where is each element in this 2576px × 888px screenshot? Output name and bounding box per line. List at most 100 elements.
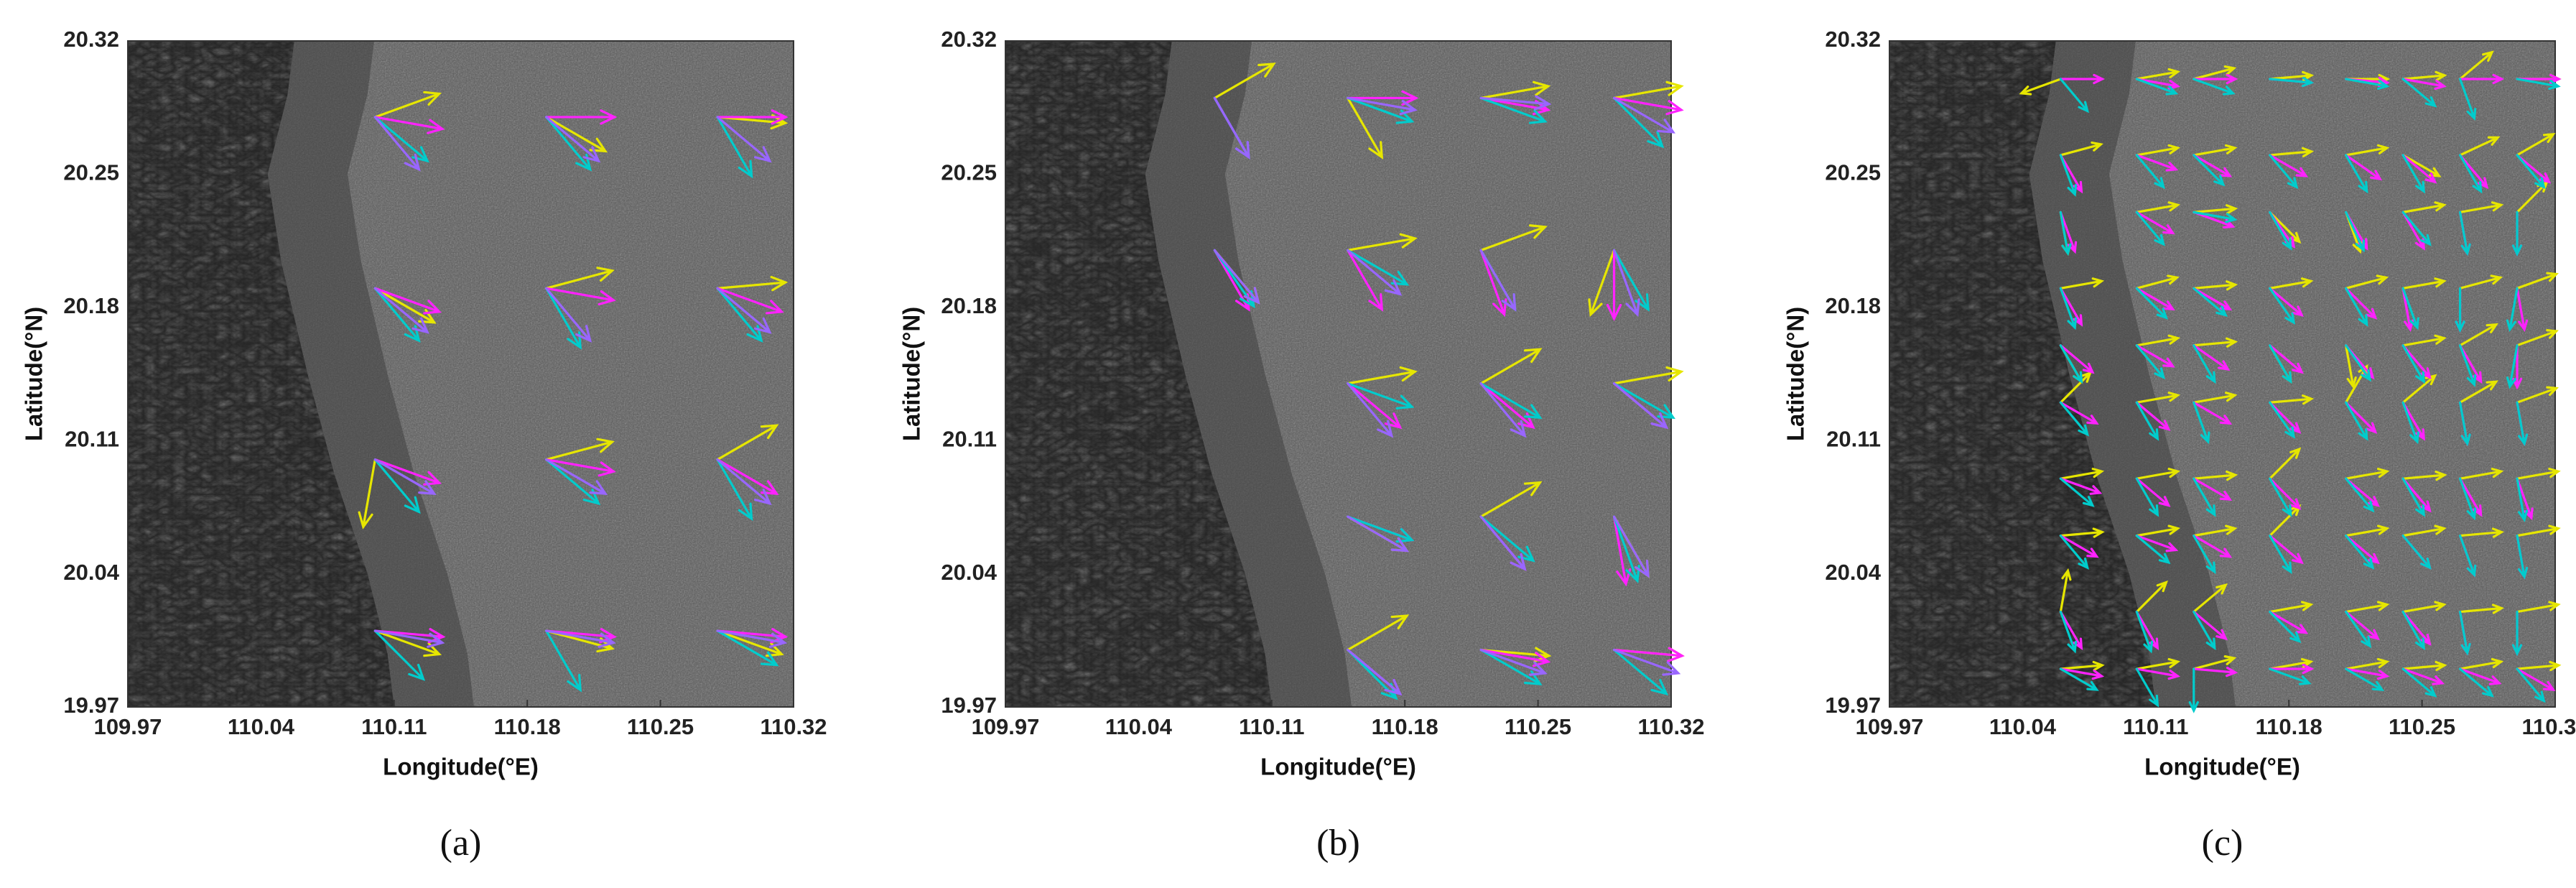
vector-arrow: [2401, 334, 2447, 347]
vector-arrow: [2059, 154, 2078, 197]
vector-arrow: [2059, 141, 2103, 157]
vector-arrow: [2059, 568, 2072, 614]
vector-arrow: [716, 287, 772, 334]
vector-arrow: [2506, 287, 2519, 333]
vector-arrow: [1612, 648, 1681, 676]
vector-arrow: [2269, 211, 2292, 251]
vector-arrow: [2516, 601, 2561, 614]
vector-arrow: [2193, 610, 2228, 641]
x-tick-label: 110.32: [2521, 714, 2576, 739]
vector-arrow: [2193, 535, 2233, 558]
vector-arrow: [2193, 73, 2238, 85]
vector-arrow: [2516, 667, 2556, 691]
y-tick-label: 20.04: [63, 560, 119, 585]
y-tick-label: 20.11: [65, 426, 119, 451]
vector-arrow: [1347, 515, 1410, 552]
vector-arrow: [2193, 154, 2226, 187]
vector-arrow: [1347, 249, 1410, 286]
vector-arrow: [2059, 477, 2103, 495]
vector-arrow: [2135, 610, 2154, 654]
vector-arrow: [1479, 382, 1543, 420]
y-tick-label: 20.32: [63, 27, 119, 52]
vector-arrow: [2516, 401, 2529, 446]
vector-arrow: [2193, 477, 2233, 501]
vector-arrow: [2401, 201, 2447, 213]
x-axis-label: Longitude(°E): [1260, 754, 1416, 780]
vector-arrow: [2135, 68, 2181, 80]
vector-arrow: [2458, 603, 2505, 614]
vector-arrow: [2269, 667, 2312, 685]
vector-arrow: [2059, 527, 2105, 538]
vector-arrow: [2458, 657, 2504, 670]
vector-arrow: [1479, 515, 1535, 563]
vector-arrow: [2135, 287, 2168, 320]
vector-arrow: [2516, 133, 2556, 157]
vector-arrow: [2401, 535, 2432, 570]
vector-arrow: [1479, 648, 1543, 685]
vector-arrow: [2135, 524, 2181, 537]
sar-image: [128, 41, 794, 707]
vector-arrow: [1612, 382, 1676, 420]
vector-arrow: [545, 267, 615, 290]
vector-arrow: [2401, 524, 2447, 537]
vector-arrow: [2193, 401, 2210, 445]
vector-arrow: [545, 116, 601, 163]
x-tick-label: 110.32: [760, 714, 827, 739]
vector-arrow: [2135, 468, 2181, 480]
vector-arrow: [716, 458, 753, 522]
vector-arrow: [1479, 515, 1527, 571]
y-tick-label: 19.97: [941, 693, 997, 718]
vector-arrow: [2059, 211, 2072, 256]
vector-arrow: [716, 458, 779, 496]
vector-arrow: [2269, 394, 2315, 405]
vector-arrow: [2269, 344, 2292, 384]
vector-arrow: [2269, 401, 2296, 439]
vector-arrow: [1347, 614, 1410, 652]
vector-arrow: [2059, 78, 2090, 114]
vector-arrow: [2193, 655, 2237, 670]
vector-arrow: [2059, 277, 2105, 290]
vector-arrow: [2401, 277, 2447, 290]
vector-arrow: [2516, 287, 2529, 333]
vector-arrow: [373, 629, 426, 681]
vector-arrow: [2193, 401, 2233, 425]
vector-arrow: [2401, 344, 2425, 384]
vector-arrow: [2135, 144, 2181, 157]
vector-arrow: [2135, 211, 2165, 246]
x-tick-label: 110.18: [494, 714, 561, 739]
vector-arrow: [2193, 583, 2228, 614]
vector-arrow: [1479, 249, 1517, 312]
vector-arrow: [1612, 515, 1640, 583]
vector-arrow: [1347, 90, 1419, 106]
vector-arrow: [373, 287, 442, 315]
vector-arrow: [2345, 477, 2375, 513]
vector-arrow: [2059, 610, 2078, 654]
panel-label: (a): [440, 823, 482, 864]
vector-arrow: [716, 629, 788, 648]
vector-arrow: [2188, 667, 2199, 713]
vector-arrow: [1347, 96, 1418, 116]
vector-arrow: [2269, 76, 2315, 88]
vector-arrow: [2193, 477, 2216, 517]
vector-arrow: [545, 458, 608, 496]
vector-arrow: [1612, 515, 1632, 587]
vector-arrow: [716, 109, 789, 125]
vector-arrow: [1347, 382, 1403, 430]
vector-arrow: [2458, 667, 2502, 685]
y-tick-label: 20.04: [941, 560, 997, 585]
vector-arrow: [2269, 147, 2315, 157]
vector-arrow: [545, 287, 592, 343]
x-tick-label: 110.25: [1505, 714, 1571, 739]
vector-arrow: [2193, 344, 2216, 384]
vector-arrow: [373, 91, 442, 119]
vector-arrow: [2458, 380, 2498, 404]
vector-arrow: [2193, 65, 2237, 80]
vector-arrow: [2401, 287, 2419, 330]
vector-arrow: [2345, 78, 2390, 91]
vector-arrow: [373, 287, 429, 334]
vector-arrow: [1479, 648, 1548, 676]
vector-arrow: [1479, 382, 1527, 438]
x-tick-label: 110.11: [2123, 714, 2188, 739]
y-tick-label: 20.25: [941, 160, 997, 185]
